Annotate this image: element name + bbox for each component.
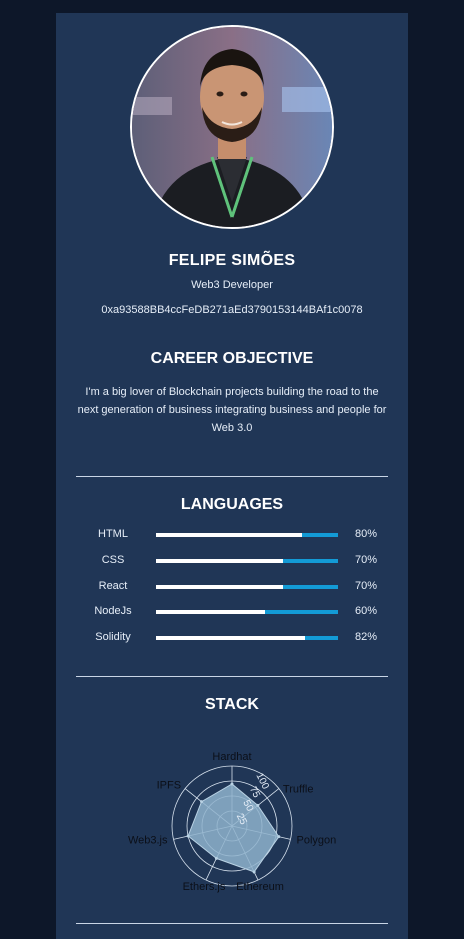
radar-point-truffle [256, 803, 260, 807]
radar-tick-label: 50 [240, 798, 255, 813]
radar-tick-label: 75 [247, 785, 262, 800]
language-name: Solidity [95, 631, 131, 643]
language-percent: 60% [354, 605, 378, 617]
section-divider [76, 676, 388, 677]
radar-point-ethers-js [214, 856, 218, 860]
radar-label-truffle: Truffle [283, 784, 314, 796]
radar-point-ethereum [252, 870, 256, 874]
radar-data-area [187, 783, 280, 873]
language-bar-fill [156, 636, 306, 640]
language-name: HTML [98, 528, 128, 540]
wallet-address: 0xa93588BB4ccFeDB271aEd3790153144BAf1c00… [101, 304, 363, 316]
section-divider [76, 476, 388, 477]
language-bar-fill [156, 585, 284, 589]
resume-card: FELIPE SIMÕES Web3 Developer 0xa93588BB4… [56, 13, 408, 939]
language-percent: 82% [354, 631, 378, 643]
radar-tick-label: 25 [234, 812, 249, 827]
radar-point-hardhat [230, 782, 234, 786]
language-bar-fill [156, 533, 302, 537]
avatar-photo [132, 27, 332, 227]
radar-label-hardhat: Hardhat [212, 751, 251, 763]
profile-role: Web3 Developer [191, 279, 273, 291]
profile-name: FELIPE SIMÕES [168, 252, 296, 269]
language-name: CSS [101, 554, 125, 566]
language-row-nodejs: NodeJs 60% [56, 603, 408, 621]
profile-avatar [130, 25, 334, 229]
language-percent: 70% [354, 554, 378, 566]
radar-label-web3-js: Web3.js [128, 834, 168, 846]
language-bar [156, 585, 338, 589]
radar-label-ipfs: IPFS [157, 780, 181, 792]
language-bar [156, 636, 338, 640]
stack-radar-chart: 255075100HardhatTrufflePolygonEthereumEt… [128, 751, 336, 893]
language-name: React [98, 580, 128, 592]
radar-label-ethereum: Ethereum [236, 881, 284, 893]
career-objective-title: CAREER OBJECTIVE [150, 350, 314, 367]
language-percent: 70% [354, 580, 378, 592]
radar-point-polygon [277, 835, 281, 839]
section-divider [76, 923, 388, 924]
language-percent: 80% [354, 528, 378, 540]
radar-label-polygon: Polygon [296, 834, 336, 846]
radar-point-ipfs [200, 800, 204, 804]
stack-title: STACK [205, 696, 259, 713]
language-row-css: CSS 70% [56, 552, 408, 570]
language-row-solidity: Solidity 82% [56, 629, 408, 647]
language-bar [156, 559, 338, 563]
language-bar [156, 533, 338, 537]
career-objective-text: I'm a big lover of Blockchain projects b… [77, 386, 387, 434]
languages-title: LANGUAGES [180, 496, 284, 513]
language-bar-fill [156, 610, 266, 614]
language-name: NodeJs [94, 605, 132, 617]
language-row-react: React 70% [56, 578, 408, 596]
radar-label-ethers-js: Ethers.js [183, 881, 226, 893]
language-row-html: HTML 80% [56, 526, 408, 544]
language-bar-fill [156, 559, 284, 563]
language-bar [156, 610, 338, 614]
radar-point-web3-js [186, 834, 190, 838]
